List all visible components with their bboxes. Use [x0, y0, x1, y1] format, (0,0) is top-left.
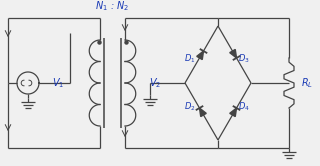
Polygon shape [230, 108, 236, 117]
Text: $D_4$: $D_4$ [238, 101, 250, 113]
Text: $D_2$: $D_2$ [184, 101, 196, 113]
Text: $R_L$: $R_L$ [301, 76, 313, 90]
Text: $D_1$: $D_1$ [184, 53, 196, 65]
Text: $N_1$ : $N_2$: $N_1$ : $N_2$ [95, 0, 130, 13]
Polygon shape [230, 49, 236, 58]
Text: $D_3$: $D_3$ [238, 53, 250, 65]
Polygon shape [197, 51, 204, 60]
Polygon shape [199, 108, 206, 117]
Text: $V_1$: $V_1$ [52, 76, 64, 90]
Text: $V_2$: $V_2$ [149, 76, 161, 90]
